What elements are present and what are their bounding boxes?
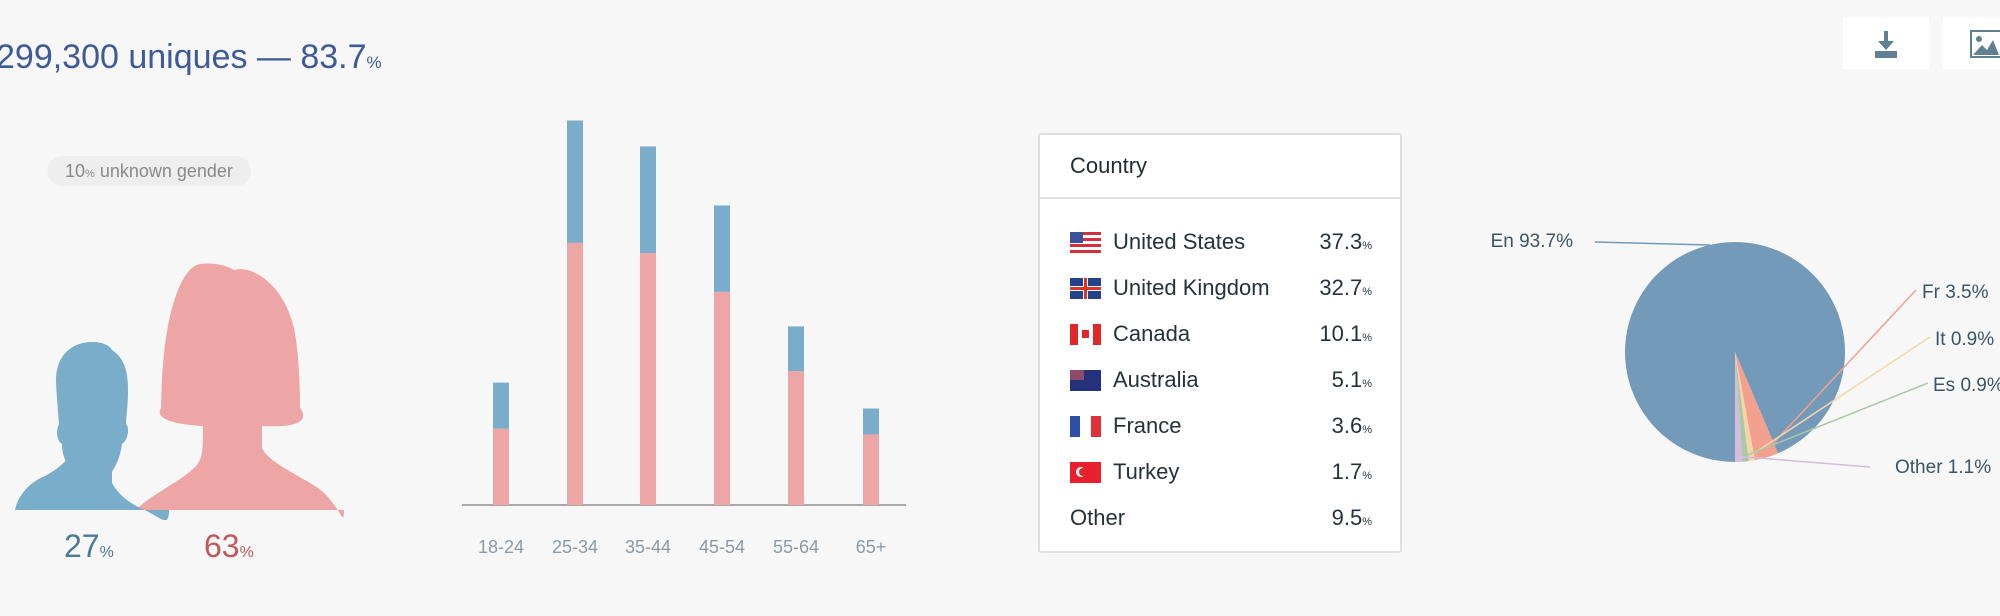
- country-value: 32.7%: [1319, 275, 1372, 300]
- flag-fr-icon: [1070, 415, 1101, 437]
- pie-label: En 93.7%: [1491, 231, 1573, 252]
- country-value: 10.1%: [1319, 321, 1372, 346]
- female-percentage: 63%: [204, 528, 254, 564]
- country-row: Australia 5.1%: [1070, 365, 1372, 395]
- country-table-title: Country: [1040, 135, 1400, 199]
- female-bar-45-54: [714, 291, 730, 505]
- male-bar-25-34: [567, 120, 583, 243]
- flag-gb-icon: [1070, 277, 1101, 299]
- female-bar-55-64: [788, 371, 804, 505]
- flag-tr-icon: [1070, 461, 1101, 483]
- female-bar-65+: [863, 434, 879, 505]
- male-bar-55-64: [788, 326, 804, 372]
- pie-slice: [1735, 352, 1755, 462]
- country-value: 5.1%: [1331, 367, 1372, 392]
- pie-slice: [1735, 352, 1779, 461]
- x-tick-label: 65+: [855, 537, 887, 557]
- download-icon: [1875, 30, 1897, 58]
- flag-ca-icon: [1070, 323, 1101, 345]
- unknown-gender-unit: %: [85, 168, 95, 180]
- country-value: 3.6%: [1331, 413, 1372, 438]
- pie-label: Es 0.9%: [1933, 375, 2000, 396]
- country-row: Turkey 1.7%: [1070, 457, 1372, 487]
- x-tick-label: 35-44: [624, 537, 672, 557]
- country-value: 1.7%: [1331, 459, 1372, 484]
- unknown-gender-label: unknown gender: [99, 161, 233, 181]
- female-bar-25-34: [567, 242, 583, 506]
- unknown-gender-value: 10: [65, 161, 86, 181]
- image-icon: [1970, 29, 2000, 58]
- country-row: United Kingdom 32.7%: [1070, 273, 1372, 303]
- country-name: United Kingdom: [1113, 275, 1270, 300]
- pie-connector: [1744, 382, 1929, 457]
- uniques-share-unit: %: [366, 53, 382, 72]
- male-bar-65+: [863, 408, 879, 435]
- download-button[interactable]: [1843, 18, 1929, 69]
- pie-label: It 0.9%: [1935, 329, 1994, 350]
- female-bar-18-24: [493, 428, 509, 505]
- x-tick-label: 18-24: [477, 537, 525, 557]
- pie-label: Fr 3.5%: [1922, 282, 1989, 303]
- country-name: Other: [1070, 505, 1126, 530]
- uniques-count: 299,300 uniques: [0, 38, 248, 76]
- male-percentage: 27%: [64, 528, 114, 564]
- flag-au-icon: [1070, 369, 1101, 391]
- country-value: 37.3%: [1319, 229, 1372, 254]
- country-name: United States: [1113, 229, 1246, 254]
- x-tick-label: 45-54: [698, 537, 746, 557]
- x-tick-label: 25-34: [551, 537, 599, 557]
- flag-us-icon: [1070, 231, 1101, 253]
- pie-slice: [1735, 352, 1749, 462]
- male-bar-45-54: [714, 205, 730, 292]
- country-name: France: [1113, 413, 1182, 438]
- pie-connector: [1750, 336, 1931, 456]
- female-bar-35-44: [640, 253, 656, 505]
- male-silhouette-icon: [15, 342, 169, 520]
- country-name: Australia: [1113, 367, 1199, 392]
- male-bar-18-24: [493, 382, 509, 429]
- female-silhouette-icon: [136, 263, 344, 518]
- country-value: 9.5%: [1331, 505, 1372, 530]
- gender-silhouettes: [15, 263, 344, 520]
- country-table: Country United States 37.3% United Kingdom…: [1038, 133, 1402, 553]
- pie-label: Other 1.1%: [1895, 457, 1991, 478]
- country-row: France 3.6%: [1070, 411, 1372, 441]
- pie-connector: [1738, 455, 1871, 468]
- language-pie-chart: En 93.7% Fr 3.5% It 0.9% Es 0.9% Other 1.1%: [1491, 231, 2000, 478]
- export-image-button[interactable]: [1943, 18, 2000, 69]
- x-tick-label: 55-64: [772, 537, 820, 557]
- country-row: United States 37.3%: [1070, 227, 1372, 257]
- uniques-share: 83.7: [300, 38, 367, 76]
- male-bar-35-44: [640, 146, 656, 253]
- unknown-gender-badge: 10% unknown gender: [47, 156, 251, 186]
- age-bar-chart: [462, 120, 906, 506]
- country-name: Canada: [1113, 321, 1191, 346]
- pie-connector: [1594, 241, 1711, 246]
- pie-connector: [1764, 289, 1917, 453]
- title-dash: —: [256, 38, 291, 76]
- country-row: Other 9.5%: [1070, 503, 1372, 533]
- country-row: Canada 10.1%: [1070, 319, 1372, 349]
- page-title: 299,300 uniques — 83.7%: [0, 38, 382, 77]
- country-name: Turkey: [1113, 459, 1180, 484]
- pie-slice: [1735, 352, 1743, 462]
